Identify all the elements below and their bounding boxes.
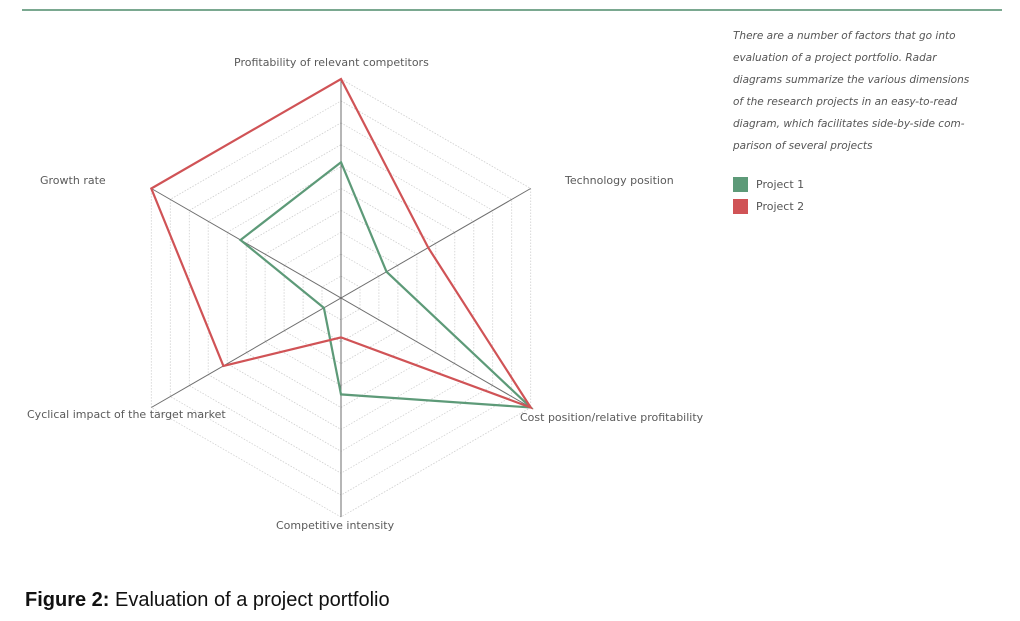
axis-label-cost-position: Cost position/relative profitability [520, 411, 704, 424]
figure-caption-label: Figure 2: [25, 589, 110, 611]
legend-item-project-1: Project 1 [733, 173, 804, 195]
side-description: There are a number of factors that go in… [733, 25, 998, 157]
side-text-line: parison of several projects [733, 140, 873, 152]
legend-label: Project 1 [756, 177, 805, 191]
side-text-line: of the research projects in an easy-to-r… [733, 96, 958, 108]
axis-label-technology-position: Technology position [565, 174, 674, 187]
radar-chart [149, 77, 534, 518]
axis-label-growth-rate: Growth rate [40, 174, 106, 187]
series-line-project-2 [149, 77, 534, 410]
legend: Project 1 Project 2 [733, 173, 804, 217]
axis-label-competitive-intensity: Competitive intensity [276, 519, 395, 532]
legend-swatch [733, 176, 748, 192]
top-divider [22, 9, 1002, 11]
figure-caption-text: Evaluation of a project portfolio [109, 589, 390, 611]
legend-swatch [733, 198, 748, 214]
series-line-project-1 [238, 160, 534, 409]
side-text-line: There are a number of factors that go in… [733, 30, 956, 42]
legend-item-project-2: Project 2 [733, 195, 804, 217]
axis-label-cyclical-impact: Cyclical impact of the target market [27, 408, 226, 421]
side-text-line: evaluation of a project portfolio. Radar [733, 52, 937, 64]
axis-spoke [151, 188, 531, 408]
legend-label: Project 2 [756, 199, 805, 213]
figure-caption: Figure 2: Evaluation of a project portfo… [25, 589, 390, 612]
axis-label-profitability-competitors: Profitability of relevant competitors [234, 56, 429, 69]
side-text-line: diagram, which facilitates side-by-side … [733, 118, 965, 130]
side-text-line: diagrams summarize the various dimension… [733, 74, 970, 86]
